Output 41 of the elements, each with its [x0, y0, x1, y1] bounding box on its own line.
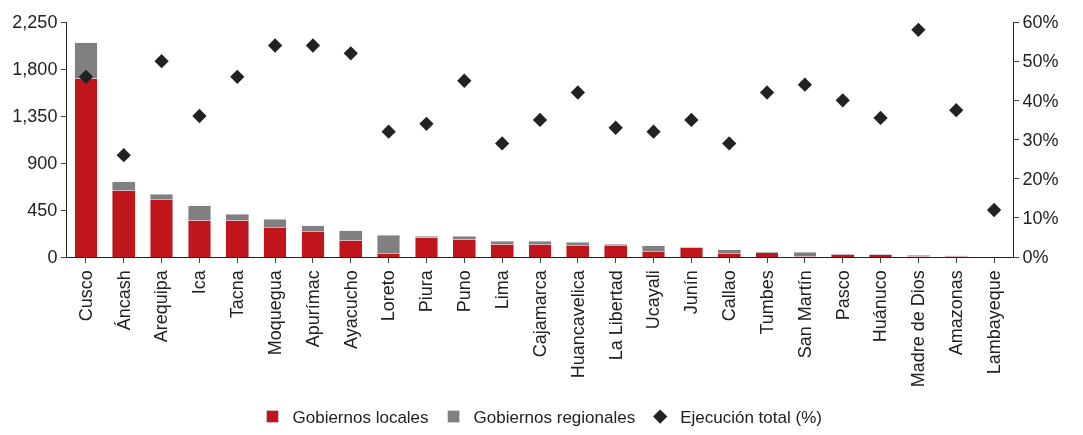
x-tick-label: Tacna: [227, 269, 248, 319]
x-tick-label: Piura: [416, 269, 437, 313]
x-tick-label: Puno: [454, 270, 475, 313]
y2-tick-label: 0%: [1022, 247, 1049, 268]
x-tick-label: San Martín: [794, 270, 815, 359]
y-tick-label: 900: [27, 153, 58, 174]
x-tick-label: Huancavelica: [567, 269, 588, 379]
x-tick-label: Apurímac: [302, 270, 323, 348]
y-tick-label: 0: [47, 247, 58, 268]
x-tick-label: Pasco: [832, 270, 853, 321]
y2-tick-label: 50%: [1022, 51, 1059, 72]
x-tick-label: Ayacucho: [340, 270, 361, 349]
x-tick-label: Moquegua: [264, 269, 285, 356]
x-tick-label: Cajamarca: [529, 269, 550, 358]
y-tick-label: 1,350: [12, 106, 58, 127]
x-tick-label: Arequipa: [151, 269, 172, 343]
x-tick-label: La Libertad: [605, 270, 626, 361]
y-tick-label: 450: [27, 200, 58, 221]
x-tick-label: Lambayeque: [983, 270, 1004, 375]
x-tick-label: Cusco: [75, 270, 96, 322]
legend-label: Ejecución total (%): [680, 408, 822, 428]
y2-tick-label: 40%: [1022, 90, 1059, 111]
y-tick-label: 1,800: [12, 59, 58, 80]
x-tick-label: Loreto: [378, 270, 399, 322]
x-tick-label: Lima: [492, 269, 513, 310]
x-tick-label: Tumbes: [756, 270, 777, 335]
y2-tick-label: 10%: [1022, 208, 1059, 229]
x-tick-label: Madre de Dios: [908, 270, 929, 388]
y-tick-label: 2,250: [12, 12, 58, 33]
y2-tick-label: 30%: [1022, 129, 1059, 150]
x-tick-label: Huánuco: [870, 270, 891, 343]
y2-tick-label: 20%: [1022, 168, 1059, 189]
x-tick-label: Ucayali: [643, 270, 664, 330]
x-tick-label: Ica: [189, 269, 210, 295]
y2-tick-label: 60%: [1022, 12, 1059, 33]
legend-label: Gobiernos locales: [292, 408, 429, 428]
legend-label: Gobiernos regionales: [473, 408, 636, 428]
x-tick-label: Junín: [681, 270, 702, 315]
x-tick-label: Amazonas: [946, 270, 967, 356]
x-tick-label: Callao: [719, 270, 740, 322]
x-tick-label: Áncash: [113, 270, 134, 331]
